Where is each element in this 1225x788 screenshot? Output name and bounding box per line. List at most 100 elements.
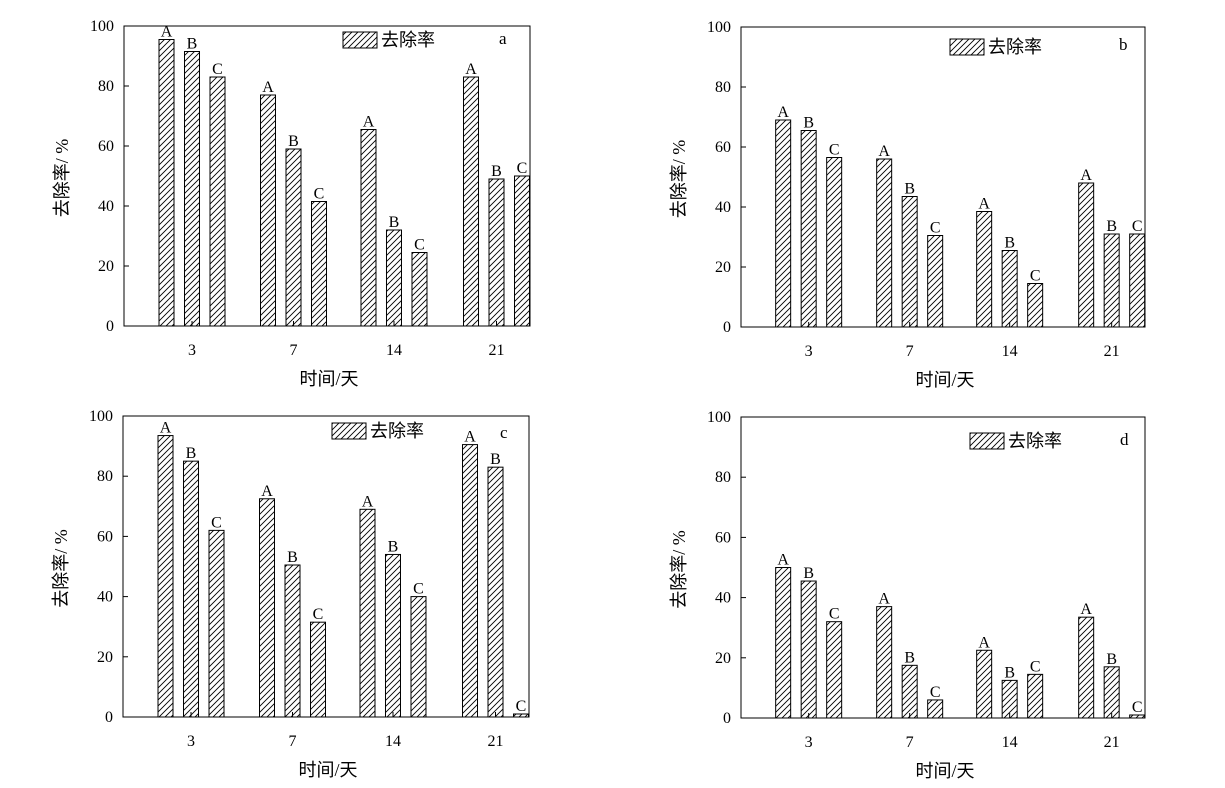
bar-label: A [878,591,890,608]
bar-label: B [803,565,814,582]
y-axis-title: 去除率/ % [51,529,71,608]
y-tick-label: 80 [98,78,114,95]
bar [285,148,302,327]
bar-label: C [1132,218,1143,235]
bar [208,529,225,718]
bar [927,699,944,719]
bar [260,94,277,327]
legend: 去除率 [949,37,1042,57]
bar [1001,679,1018,719]
bar-label: B [491,163,502,180]
bar [1078,616,1095,719]
bar-label: A [363,114,375,131]
bar-label: A [1080,601,1092,618]
panel-letter: b [1119,35,1128,54]
y-tick-label: 80 [97,468,113,485]
y-tick-label: 60 [98,138,114,155]
bar [209,76,226,327]
y-tick-label: 60 [715,139,731,156]
x-tick-label: 7 [906,734,914,751]
x-tick-label: 14 [1002,734,1018,751]
x-axis-title: 时间/天 [299,369,358,389]
bar-label: B [287,549,298,566]
bar [800,580,817,719]
bar [1001,250,1018,328]
bar [901,664,918,719]
x-tick-label: 3 [187,733,195,750]
x-tick-label: 7 [290,342,298,359]
legend-swatch [342,31,378,49]
legend-label: 去除率 [370,421,424,441]
bar [1027,283,1044,328]
bar [311,201,328,327]
bar-label: B [187,36,198,53]
legend-label: 去除率 [1008,431,1062,451]
x-tick-label: 21 [488,733,504,750]
bar-label: C [1030,658,1041,675]
legend-swatch [969,432,1005,450]
legend: 去除率 [331,421,424,441]
legend: 去除率 [342,30,435,50]
bar-label: A [878,143,890,160]
x-tick-label: 21 [1104,734,1120,751]
bar [384,553,401,718]
bar [359,508,376,718]
y-tick-label: 40 [715,199,731,216]
bar-label: C [1132,699,1143,716]
bar-label: B [1106,651,1117,668]
bar [514,175,531,327]
bar-label: C [211,514,222,531]
bar [826,157,843,328]
y-axis-title: 去除率/ % [669,140,689,219]
x-tick-label: 7 [906,343,914,360]
bar-label: C [829,142,840,159]
bar [1129,233,1146,328]
x-tick-label: 14 [1002,343,1018,360]
bar-label: A [262,79,274,96]
bar [183,460,200,718]
bar-label: C [930,684,941,701]
y-tick-label: 0 [105,709,113,726]
bar-label: B [1004,235,1015,252]
bar-label: A [1080,167,1092,184]
bar [284,564,301,718]
panel-letter: d [1120,430,1129,449]
bar [976,649,993,719]
x-tick-label: 3 [805,734,813,751]
bar-label: A [777,552,789,569]
bar [488,178,505,327]
bar-label: B [389,214,400,231]
legend-label: 去除率 [988,37,1042,57]
bar-label: A [978,634,990,651]
bar-label: C [414,237,425,254]
bar-label: A [464,429,476,446]
legend: 去除率 [969,431,1062,451]
bar [462,444,479,718]
y-tick-label: 0 [106,318,114,335]
bar-label: C [829,606,840,623]
y-tick-label: 100 [89,408,113,425]
x-tick-label: 21 [1104,343,1120,360]
bar [826,621,843,719]
bar-label: B [288,133,299,150]
bar-label: B [904,181,915,198]
y-tick-label: 40 [98,198,114,215]
bar-label: C [413,581,424,598]
bar-label: A [465,61,477,78]
bar-label: A [261,483,273,500]
bar [1027,673,1044,719]
y-tick-label: 0 [723,319,731,336]
x-tick-label: 14 [385,733,401,750]
bar [411,252,428,327]
bar-label: A [161,24,173,41]
bar [976,211,993,328]
x-axis-title: 时间/天 [915,761,974,781]
y-axis-title: 去除率/ % [669,530,689,609]
panel-letter: a [499,29,507,48]
legend-swatch [949,38,985,56]
y-tick-label: 20 [715,259,731,276]
